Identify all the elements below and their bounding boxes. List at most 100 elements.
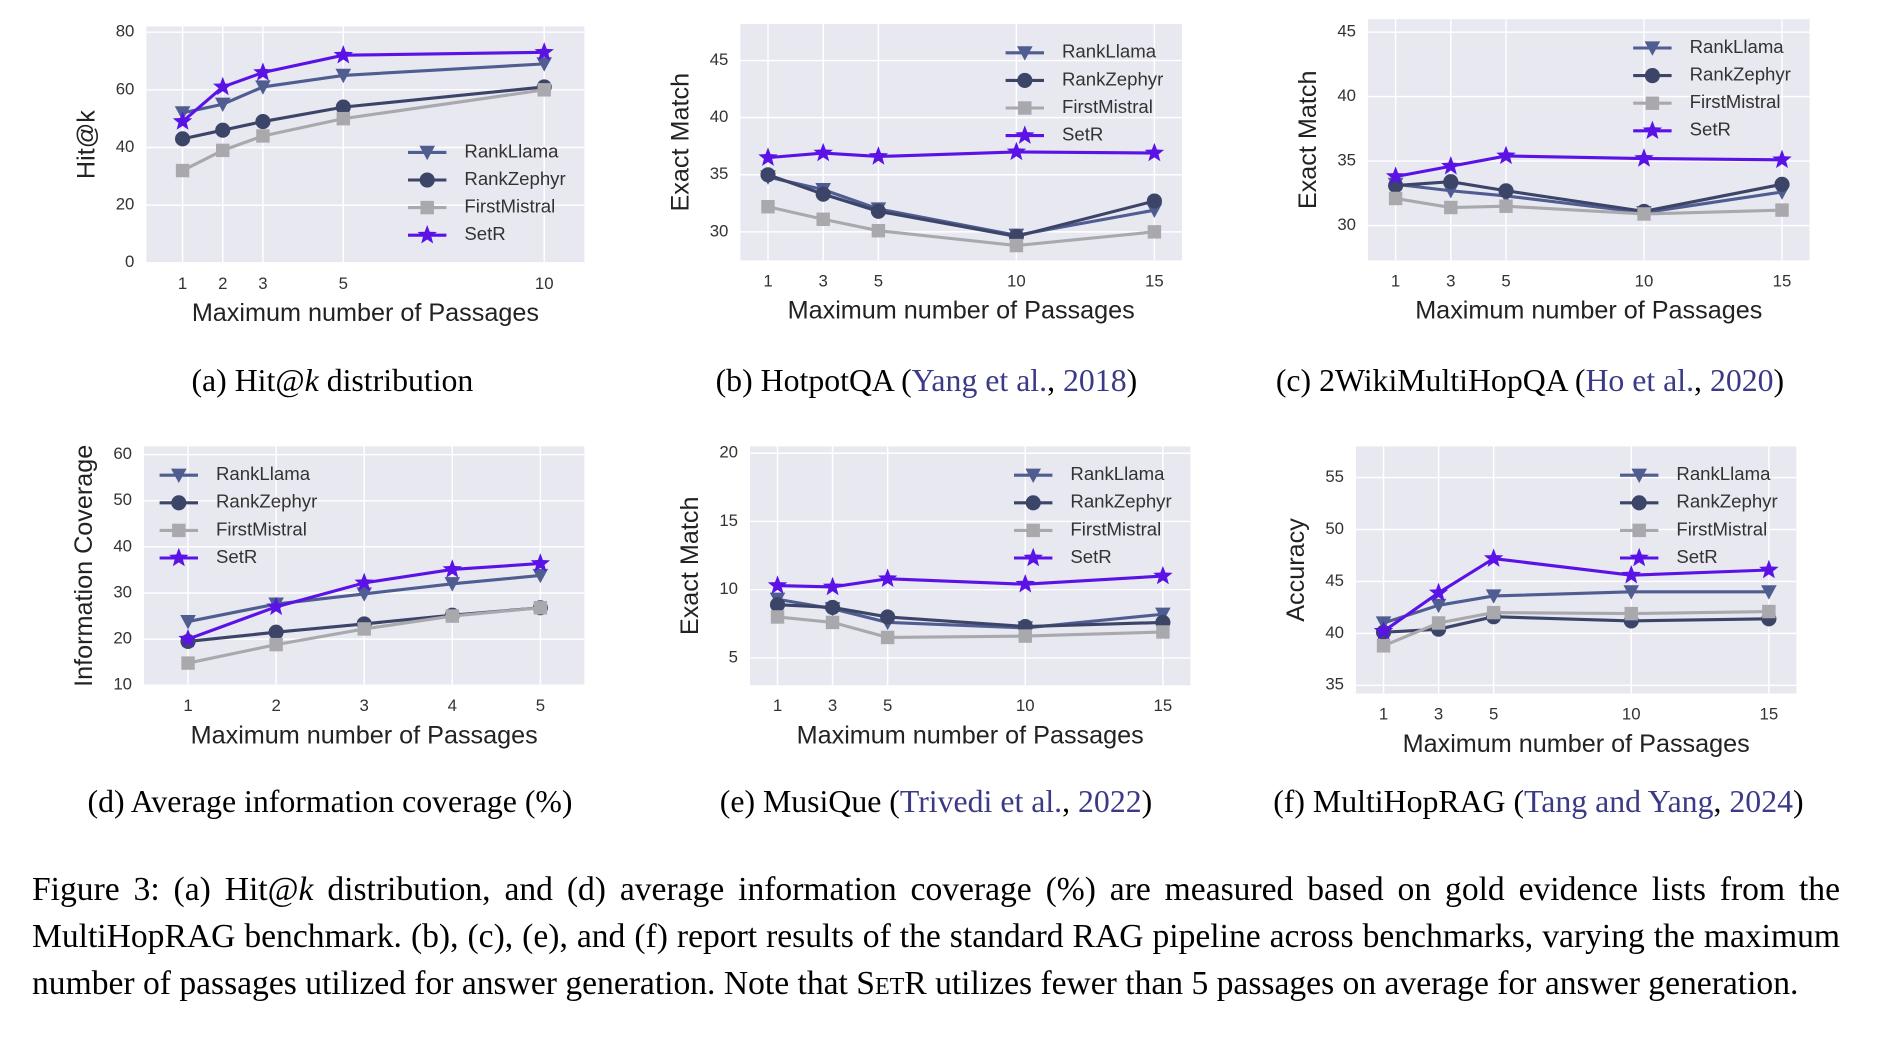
caption-part: (c) 2WikiMultiHopQA ( [1276,363,1586,398]
legend-label: RankZephyr [1690,64,1791,85]
legend-marker [1026,523,1040,538]
y-tick-label: 45 [710,50,729,69]
caption-part: , [1062,784,1078,819]
data-point [1774,176,1790,192]
plot-background [740,24,1182,261]
x-tick-label: 1 [1391,271,1400,290]
legend-marker [171,468,187,483]
legend-marker [1645,96,1660,110]
data-point [877,568,898,588]
x-tick-label: 1 [1379,705,1388,724]
legend-marker [1629,547,1649,567]
caption-part: utilizes fewer than 5 passages on averag… [926,965,1799,1002]
data-point [1376,639,1391,653]
x-tick-label: 10 [1622,705,1641,724]
x-tick-label: 1 [178,274,187,293]
data-point [1428,582,1449,602]
data-point [1006,141,1027,161]
x-tick-label: 10 [1007,271,1026,290]
x-axis-label: Maximum number of Passages [1403,730,1750,758]
legend-marker [1025,495,1041,511]
data-point [813,142,833,162]
legend-label: FirstMistral [1070,518,1161,539]
y-tick-label: 40 [710,107,729,126]
data-point [1499,199,1513,213]
legend-label: RankLlama [1070,463,1165,484]
x-tick-label: 2 [218,274,227,293]
data-point [253,62,273,81]
x-tick-label: 10 [535,274,554,293]
y-tick-label: 20 [113,629,132,648]
data-point [268,624,284,640]
y-axis-label: Hit@k [72,110,100,179]
y-tick-label: 30 [1337,215,1356,234]
data-point [266,596,286,616]
y-tick-label: 20 [719,443,738,462]
x-tick-label: 15 [1145,271,1164,290]
x-axis-label: Maximum number of Passages [191,721,538,749]
x-tick-label: 1 [763,271,772,290]
y-tick-label: 40 [116,137,135,156]
subcaption: (e) MusiQue (Trivedi et al., 2022) [720,784,1152,819]
data-point [1634,148,1654,167]
data-point [880,609,896,625]
caption-part: distribution, and (d) average informatio… [32,871,1840,1002]
x-axis-label: Maximum number of Passages [797,721,1144,749]
y-tick-label: 10 [719,579,738,598]
data-point [1444,200,1458,215]
x-tick-label: 3 [1446,271,1455,290]
caption-part: distribution [319,363,474,398]
legend-label: FirstMistral [1062,96,1153,117]
x-tick-label: 1 [183,696,192,715]
legend-label: RankLlama [1062,41,1157,62]
legend-label: FirstMistral [216,518,307,539]
data-point [180,614,196,630]
caption-part: ) [1774,363,1785,398]
legend-label: RankLlama [1690,36,1785,57]
y-tick-label: 30 [710,221,729,240]
data-point [1762,604,1776,619]
legend-marker [419,172,435,188]
data-point [269,637,283,652]
data-point [536,57,553,72]
data-point [1373,621,1394,640]
x-tick-label: 10 [1016,696,1035,715]
legend-label: SetR [1690,119,1731,140]
y-tick-label: 45 [1325,571,1344,590]
subcaption: (c) 2WikiMultiHopQA (Ho et al., 2020) [1276,363,1784,398]
x-axis-label: Maximum number of Passages [1415,297,1762,325]
data-point [1772,149,1792,169]
plot-background [750,446,1191,686]
x-axis-label: Maximum number of Passages [192,299,539,327]
legend-marker [169,547,189,567]
data-point [1621,564,1641,584]
caption-part: Trivedi et al. [900,784,1062,819]
caption-part: Yang et al. [912,363,1047,398]
legend-marker [1644,68,1660,84]
x-tick-label: 15 [1773,271,1792,290]
caption-part: Tang and Yang [1524,784,1714,819]
data-point [1388,191,1403,206]
data-point [816,212,830,227]
subcaption: (f) MultiHopRAG (Tang and Yang, 2024) [1273,784,1803,819]
data-point [1637,207,1651,221]
data-point [215,122,231,138]
data-point [1153,565,1173,585]
data-point [770,610,785,624]
y-tick-label: 50 [1325,519,1344,538]
data-point [1443,174,1459,190]
figure-caption: Figure 3: (a) Hit@k distribution, and (d… [32,866,1840,1007]
data-point [1496,145,1516,165]
x-tick-label: 3 [258,274,267,293]
legend-label: SetR [1062,124,1103,145]
caption-part: ) [1793,784,1804,819]
data-point [532,568,549,584]
data-point [256,129,270,143]
y-tick-label: 55 [1325,467,1344,486]
y-tick-label: 40 [113,536,132,555]
caption-part: , [1713,784,1729,819]
data-point [758,147,778,166]
